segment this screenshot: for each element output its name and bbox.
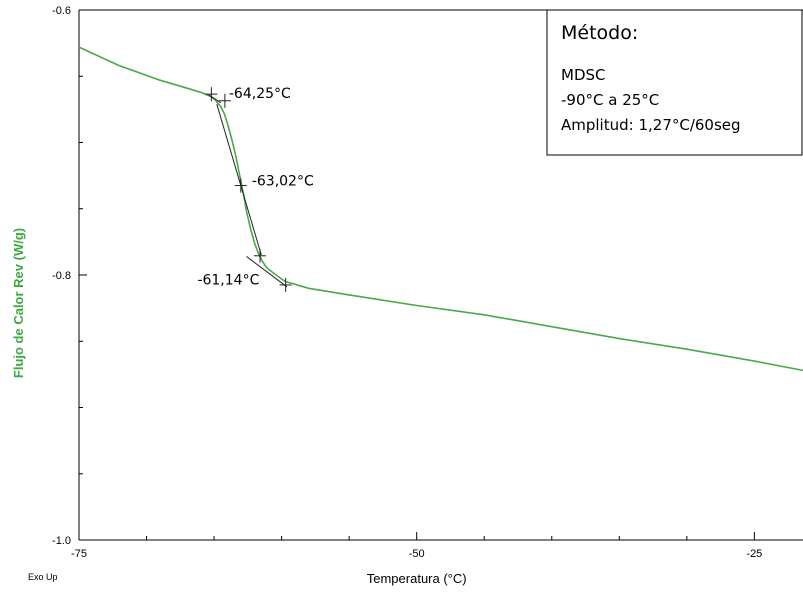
series-line-0 [78,46,803,372]
x-tick-label: -75 [71,548,87,560]
y-tick-label: -0.8 [52,270,71,282]
y-axis-title: Flujo de Calor Rev (W/g) [11,228,26,378]
annotation-label: -61,14°C [197,273,259,289]
y-tick-label: -1.0 [52,535,71,547]
annotation-label: -63,02°C [252,173,314,189]
method-line: Amplitud: 1,27°C/60seg [561,116,741,134]
x-tick-label: -25 [746,548,762,560]
method-line: MDSC [561,66,606,84]
y-tick-label: -0.6 [52,5,71,17]
method-box-frame [546,9,803,156]
transition-marker-2 [234,178,247,193]
tangent-line-0 [208,94,222,104]
transition-marker-1 [218,93,231,108]
method-box: Método: MDSC -90°C a 25°C Amplitud: 1,27°C/… [546,9,803,156]
method-line: -90°C a 25°C [561,91,659,109]
x-axis-title: Temperatura (°C) [367,571,467,586]
transition-marker-3 [254,248,266,263]
annotation-label: -64,25°C [229,86,291,102]
transition-marker-0 [205,87,218,102]
tangent-line-1 [216,103,262,256]
exo-up-label: Exo Up [28,572,58,582]
tangent-line-2 [246,256,288,288]
x-tick-label: -50 [409,548,425,560]
transition-marker-4 [279,277,292,292]
method-title: Método: [561,22,638,44]
